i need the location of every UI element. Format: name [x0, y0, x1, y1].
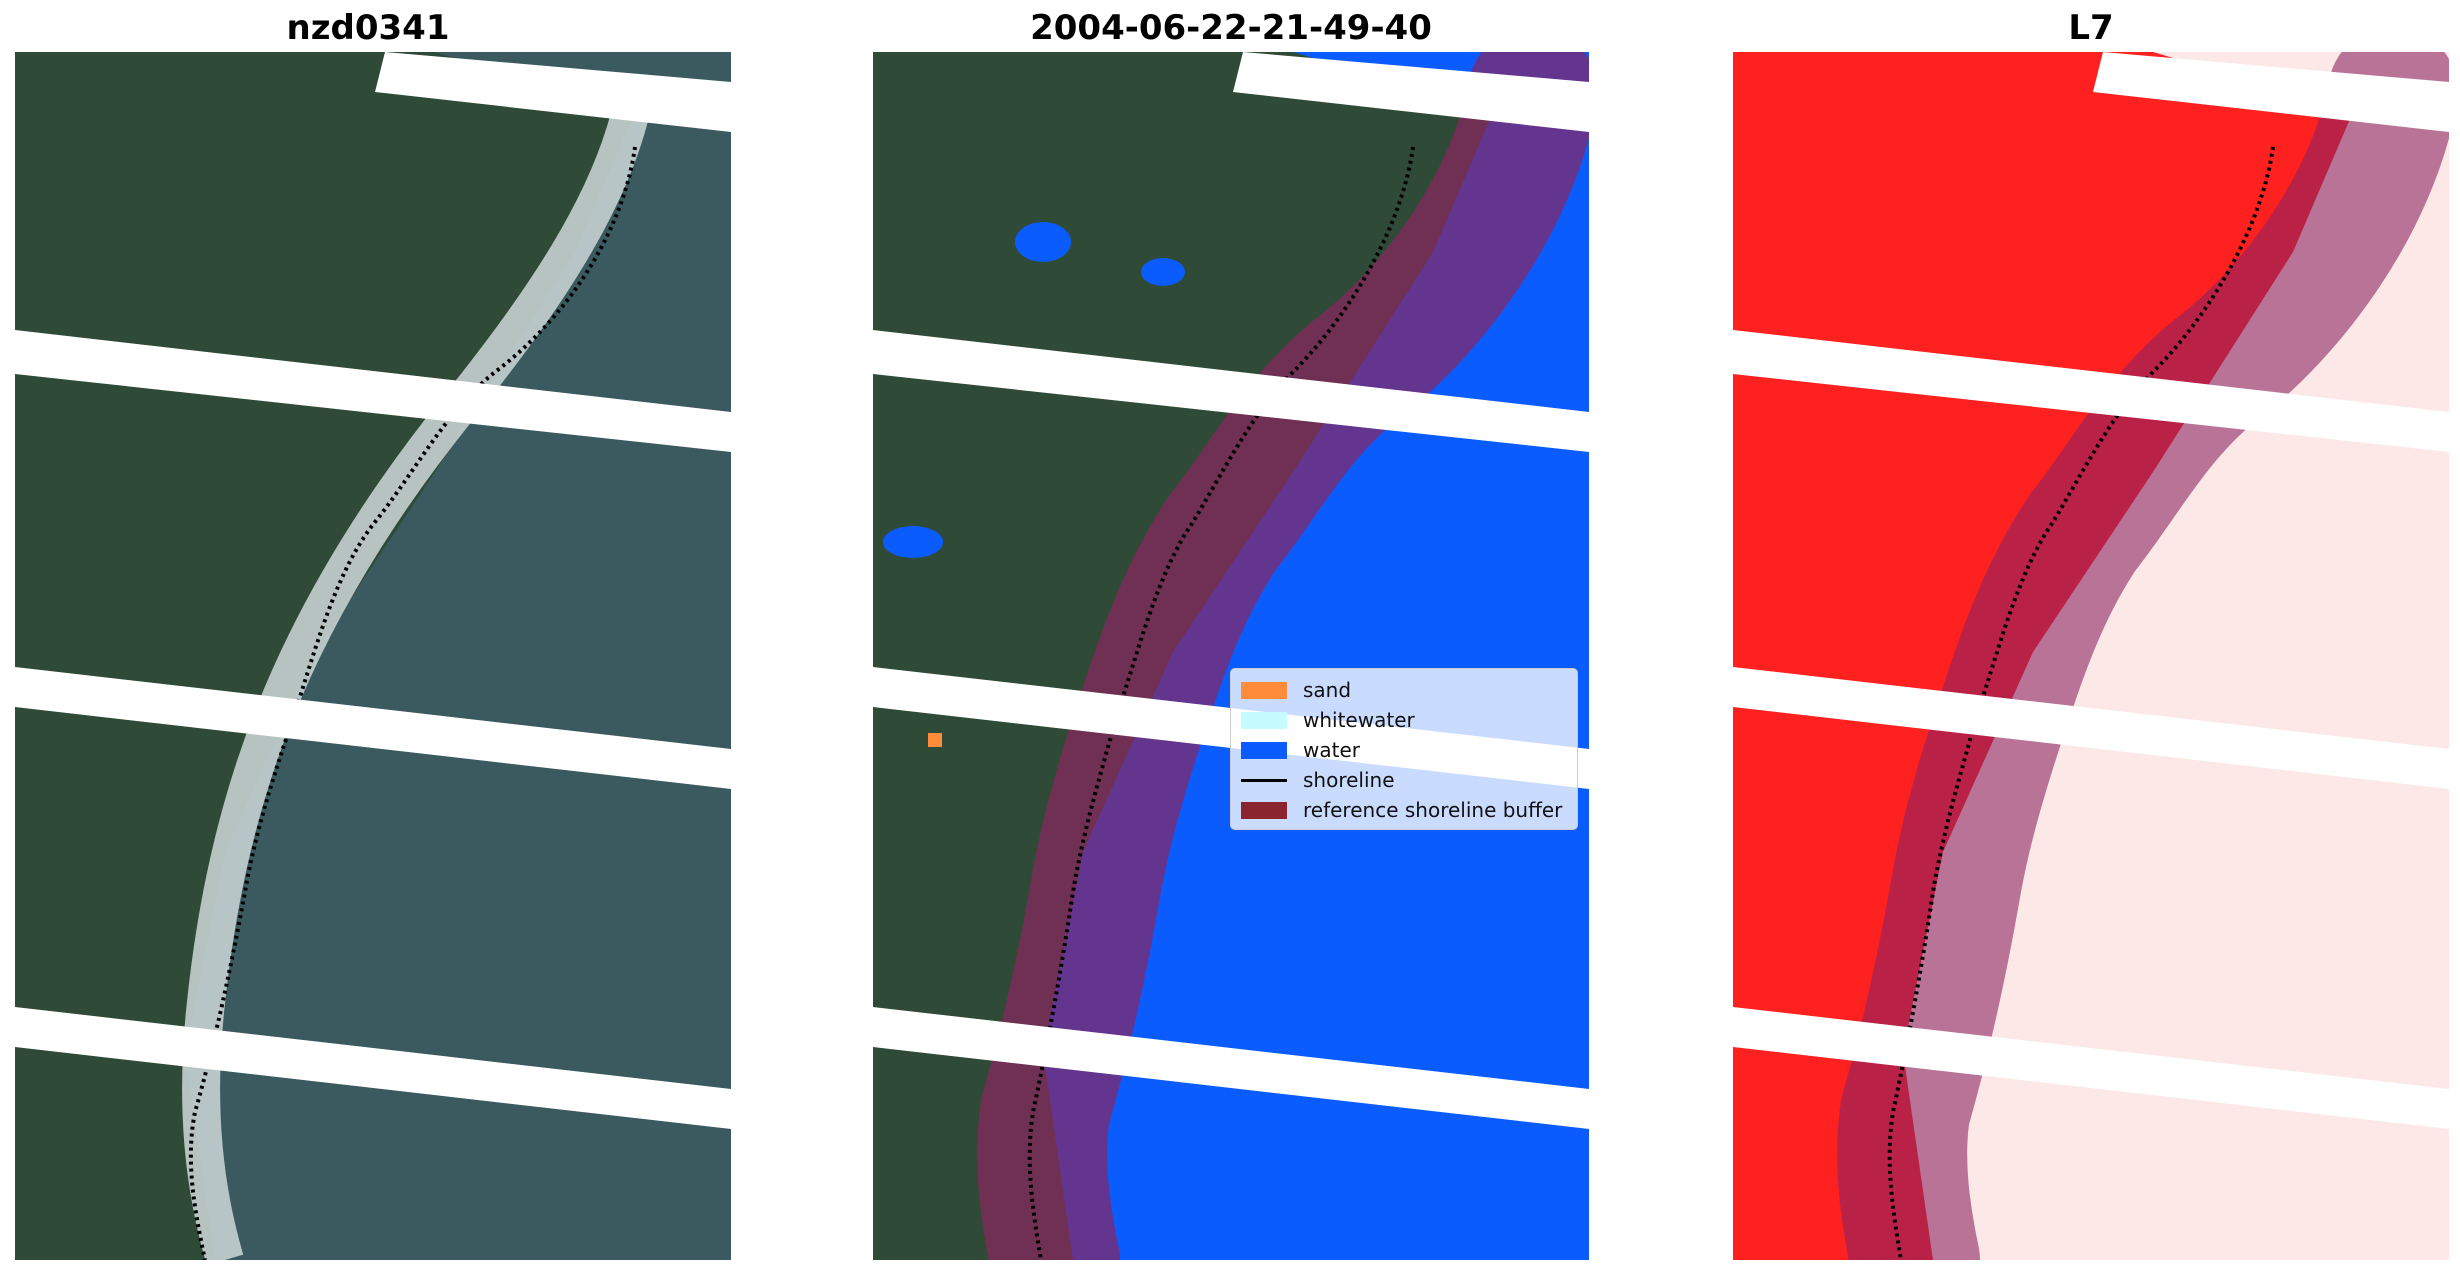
- legend-label: shoreline: [1303, 768, 1395, 792]
- index-panel: [1733, 52, 2449, 1260]
- legend-item-buffer: reference shoreline buffer: [1241, 795, 1567, 825]
- scanline-gap: [1733, 1007, 2449, 1129]
- legend-label: water: [1303, 738, 1360, 762]
- legend-item-whitewater: whitewater: [1241, 705, 1567, 735]
- rgb-image-panel: [15, 52, 731, 1260]
- panel-title-index: L7: [2068, 8, 2114, 48]
- panel-title-classification: 2004-06-22-21-49-40: [1030, 8, 1432, 48]
- legend: sand whitewater water shoreline referenc…: [1230, 668, 1578, 830]
- surf-zone: [182, 88, 654, 1260]
- water-area: [185, 52, 731, 1260]
- shoreline-swatch: [1241, 778, 1287, 782]
- legend-label: whitewater: [1303, 708, 1415, 732]
- scanline-gap: [1733, 330, 2449, 452]
- scanline-gap: [1233, 52, 1589, 132]
- panel-title-rgb: nzd0341: [286, 8, 450, 48]
- legend-label: reference shoreline buffer: [1303, 798, 1563, 822]
- water-class-patch: [1015, 222, 1071, 262]
- water-class-patch: [1141, 258, 1185, 286]
- scanline-gap: [873, 330, 1589, 452]
- legend-item-sand: sand: [1241, 675, 1567, 705]
- legend-item-shoreline: shoreline: [1241, 765, 1567, 795]
- water-class-patch: [883, 526, 943, 558]
- scanline-gap: [15, 1007, 731, 1129]
- whitewater-swatch: [1241, 711, 1287, 729]
- scanline-gap: [15, 667, 731, 789]
- sand-swatch: [1241, 681, 1287, 699]
- classification-panel: [873, 52, 1589, 1260]
- scanline-gap: [2093, 52, 2449, 132]
- shoreline-path: [188, 146, 637, 1260]
- scanline-gap: [15, 330, 731, 452]
- scanline-gap: [375, 52, 731, 132]
- water-swatch: [1241, 741, 1287, 759]
- reference-shoreline-buffer: [1837, 52, 2449, 1260]
- scanline-gap: [873, 1007, 1589, 1129]
- scanline-gap: [1733, 667, 2449, 789]
- buffer-swatch: [1241, 801, 1287, 819]
- legend-item-water: water: [1241, 735, 1567, 765]
- reference-shoreline-buffer: [977, 52, 1589, 1260]
- sand-class-patch: [928, 733, 942, 747]
- legend-label: sand: [1303, 678, 1352, 702]
